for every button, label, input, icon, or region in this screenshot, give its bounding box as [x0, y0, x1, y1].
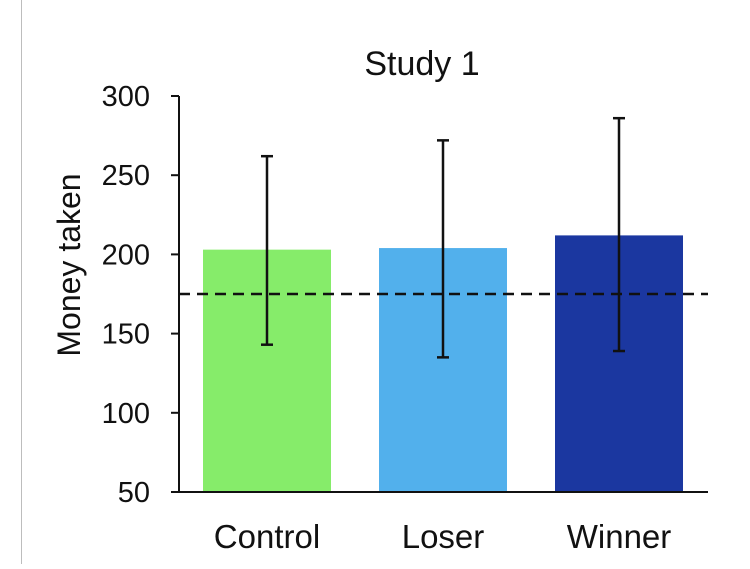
chart-title: Study 1 — [364, 45, 479, 83]
y-tick-label-100: 100 — [102, 398, 150, 430]
y-tick-label-250: 250 — [102, 160, 150, 192]
y-tick-label-50: 50 — [118, 477, 150, 509]
x-tick-label-control: Control — [214, 518, 320, 555]
left-border-line — [21, 0, 22, 564]
y-tick-label-150: 150 — [102, 319, 150, 351]
y-axis-label: Money taken — [51, 173, 87, 356]
y-tick-label-300: 300 — [102, 81, 150, 113]
y-tick-label-200: 200 — [102, 239, 150, 271]
x-tick-label-winner: Winner — [567, 518, 672, 555]
x-tick-label-loser: Loser — [402, 518, 485, 555]
chart-marks: 50 100 150 200 250 300 Control Loser Winner — [102, 81, 708, 555]
